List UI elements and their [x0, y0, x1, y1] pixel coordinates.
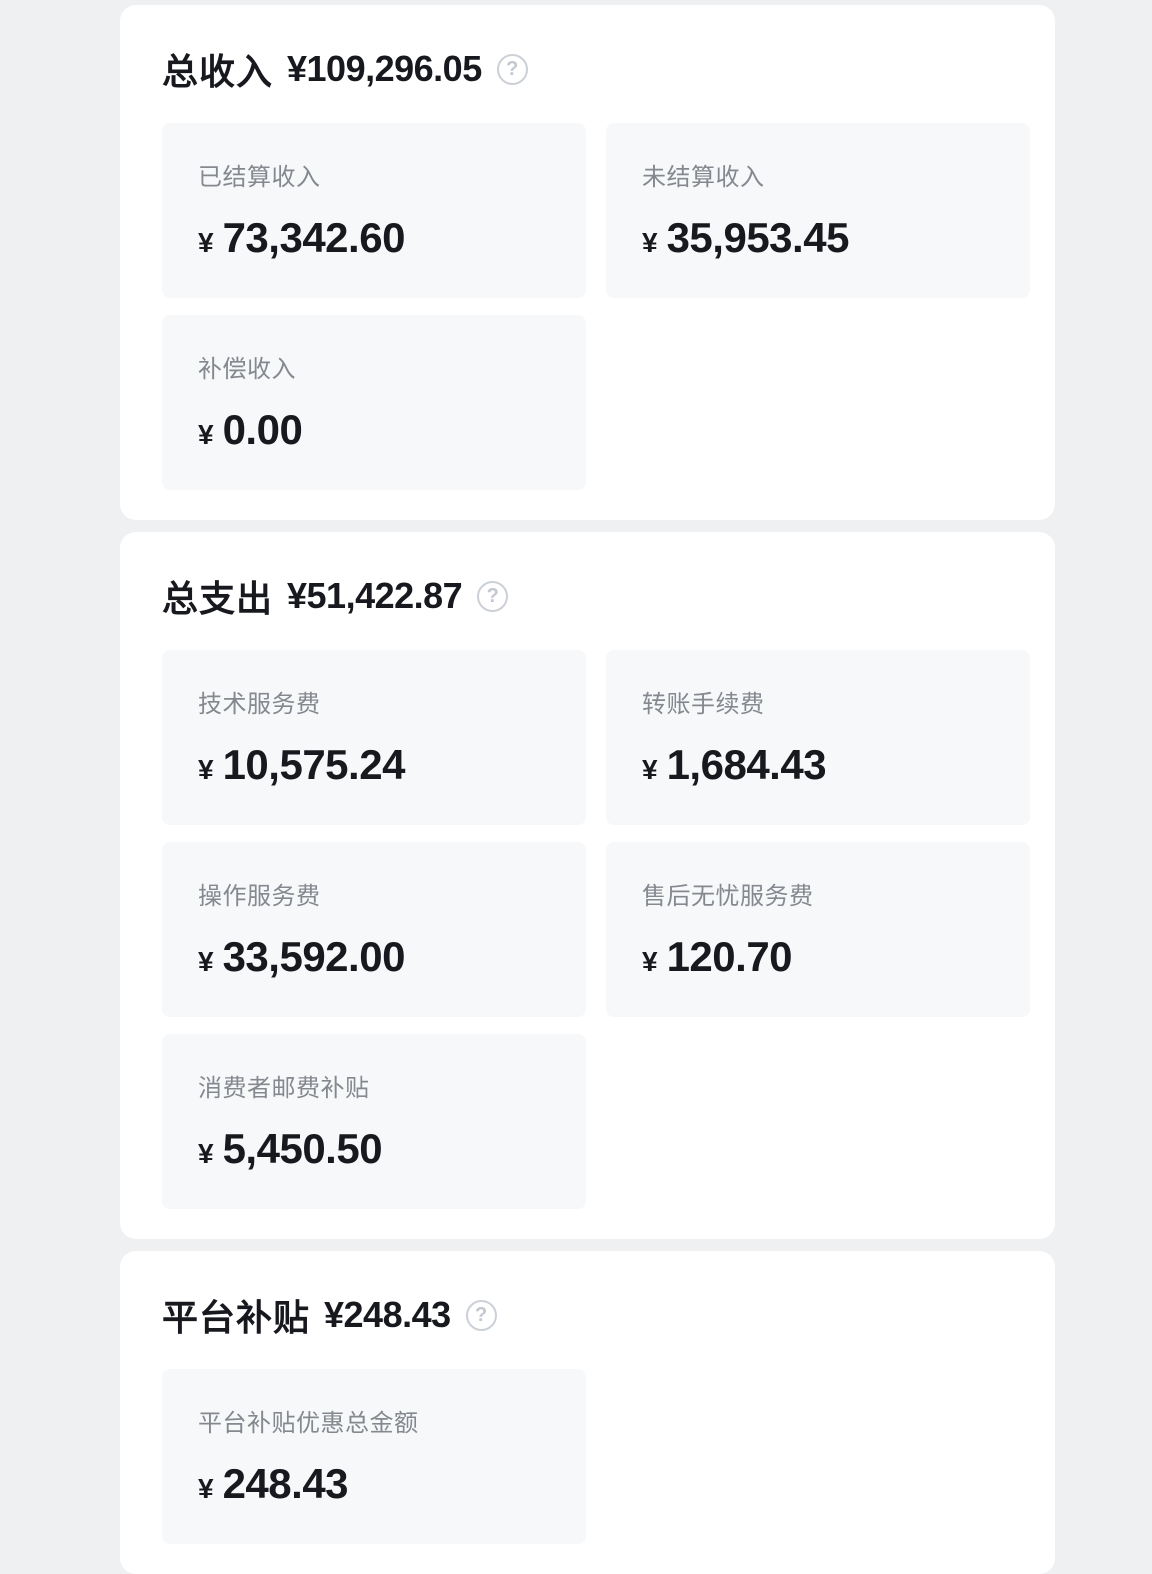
- yuan-symbol: ¥: [198, 1473, 214, 1504]
- yuan-symbol: ¥: [198, 946, 214, 977]
- total-income-amount: ¥109,296.05: [287, 48, 482, 89]
- card-label: 操作服务费: [198, 883, 321, 910]
- card-value: ¥ 5,450.50: [198, 1125, 566, 1173]
- card-label: 未结算收入: [642, 164, 765, 191]
- total-income-header: 总收入 ¥109,296.05 ?: [162, 43, 1030, 95]
- card-value: ¥ 73,342.60: [198, 214, 566, 262]
- card-label: 平台补贴优惠总金额: [198, 1410, 419, 1437]
- card-label: 转账手续费: [642, 691, 765, 718]
- subsidy-cards-grid: 平台补贴优惠总金额 ¥ 248.43: [162, 1369, 1030, 1544]
- card-tech-service-fee: 技术服务费 ¥ 10,575.24: [162, 650, 586, 825]
- card-compensation-income: 补偿收入 ¥ 0.00: [162, 315, 586, 490]
- platform-subsidy-amount: ¥248.43: [324, 1294, 451, 1335]
- question-circle-icon[interactable]: ?: [496, 53, 528, 85]
- panel-total-income: 总收入 ¥109,296.05 ? 已结算收入 ¥ 73,342.60 未结算收…: [120, 5, 1055, 520]
- card-amount: 0.00: [222, 406, 303, 453]
- card-aftersale-service-fee: 售后无忧服务费 ¥ 120.70: [606, 842, 1030, 1017]
- total-expense-amount: ¥51,422.87: [287, 575, 463, 616]
- yuan-symbol: ¥: [198, 754, 214, 785]
- card-label: 售后无忧服务费: [642, 883, 814, 910]
- card-amount: 33,592.00: [222, 933, 406, 980]
- panel-platform-subsidy: 平台补贴 ¥248.43 ? 平台补贴优惠总金额 ¥ 248.43: [120, 1251, 1055, 1574]
- total-expense-header: 总支出 ¥51,422.87 ?: [162, 570, 1030, 622]
- card-amount: 248.43: [222, 1460, 349, 1507]
- yuan-symbol: ¥: [642, 227, 658, 258]
- question-circle-icon[interactable]: ?: [477, 580, 509, 612]
- card-label: 已结算收入: [198, 164, 321, 191]
- card-value: ¥ 120.70: [642, 933, 1010, 981]
- card-value: ¥ 35,953.45: [642, 214, 1010, 262]
- card-amount: 35,953.45: [666, 214, 850, 261]
- question-circle-icon[interactable]: ?: [465, 1299, 497, 1331]
- card-value: ¥ 0.00: [198, 406, 566, 454]
- total-income-title: 总收入: [162, 51, 274, 92]
- card-amount: 5,450.50: [222, 1125, 383, 1172]
- card-value: ¥ 33,592.00: [198, 933, 566, 981]
- card-transfer-fee: 转账手续费 ¥ 1,684.43: [606, 650, 1030, 825]
- card-unsettled-income: 未结算收入 ¥ 35,953.45: [606, 123, 1030, 298]
- expense-cards-grid: 技术服务费 ¥ 10,575.24 转账手续费 ¥ 1,684.43 操作服务费…: [162, 650, 1030, 1209]
- yuan-symbol: ¥: [642, 946, 658, 977]
- card-operation-service-fee: 操作服务费 ¥ 33,592.00: [162, 842, 586, 1017]
- card-amount: 120.70: [666, 933, 793, 980]
- yuan-symbol: ¥: [642, 754, 658, 785]
- card-label: 补偿收入: [198, 356, 296, 383]
- card-settled-income: 已结算收入 ¥ 73,342.60: [162, 123, 586, 298]
- card-amount: 73,342.60: [222, 214, 406, 261]
- card-value: ¥ 10,575.24: [198, 741, 566, 789]
- card-amount: 10,575.24: [222, 741, 406, 788]
- card-label: 消费者邮费补贴: [198, 1075, 370, 1102]
- card-label: 技术服务费: [198, 691, 321, 718]
- card-amount: 1,684.43: [666, 741, 827, 788]
- yuan-symbol: ¥: [198, 227, 214, 258]
- card-consumer-postage-subsidy: 消费者邮费补贴 ¥ 5,450.50: [162, 1034, 586, 1209]
- yuan-symbol: ¥: [198, 419, 214, 450]
- card-value: ¥ 1,684.43: [642, 741, 1010, 789]
- panel-total-expense: 总支出 ¥51,422.87 ? 技术服务费 ¥ 10,575.24 转账手续费…: [120, 532, 1055, 1239]
- total-expense-title: 总支出: [162, 578, 274, 619]
- platform-subsidy-title: 平台补贴: [162, 1297, 311, 1338]
- platform-subsidy-header: 平台补贴 ¥248.43 ?: [162, 1289, 1030, 1341]
- income-cards-grid: 已结算收入 ¥ 73,342.60 未结算收入 ¥ 35,953.45 补偿收入…: [162, 123, 1030, 490]
- card-value: ¥ 248.43: [198, 1460, 566, 1508]
- card-platform-subsidy-total: 平台补贴优惠总金额 ¥ 248.43: [162, 1369, 586, 1544]
- yuan-symbol: ¥: [198, 1138, 214, 1169]
